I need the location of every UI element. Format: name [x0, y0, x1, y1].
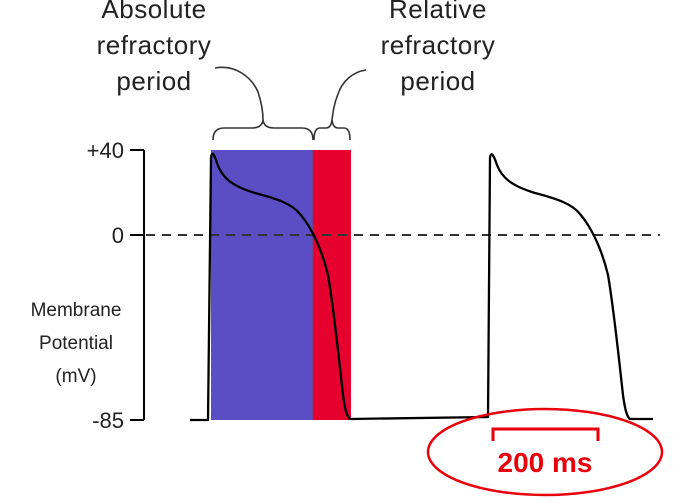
relative-refractory-region	[313, 150, 351, 420]
relative-label-leader	[331, 69, 367, 121]
scale-bar-ellipse	[426, 407, 664, 497]
absolute-period-brace	[212, 119, 314, 141]
relative-label-line1: Relative	[389, 0, 487, 24]
relative-label-line2: refractory	[381, 30, 496, 60]
scale-bar	[491, 427, 600, 441]
absolute-label-line3: period	[116, 66, 191, 96]
action-potential-trace	[190, 152, 653, 422]
absolute-label-line2: refractory	[97, 30, 212, 60]
y-axis-label-line3: (mV)	[55, 366, 96, 387]
relative-label-line3: period	[400, 66, 475, 96]
y-tick-label-plus40: +40	[87, 138, 124, 163]
y-axis-label-line1: Membrane	[31, 300, 122, 321]
relative-period-brace	[313, 119, 351, 141]
absolute-label-line1: Absolute	[101, 0, 206, 24]
y-tick-label-minus85: -85	[92, 408, 124, 433]
y-tick-label-0: 0	[112, 223, 124, 248]
scale-bar-label: 200 ms	[498, 447, 593, 478]
absolute-label-leader	[214, 66, 264, 121]
absolute-refractory-region	[211, 150, 313, 420]
y-axis-label-line2: Potential	[39, 333, 113, 354]
